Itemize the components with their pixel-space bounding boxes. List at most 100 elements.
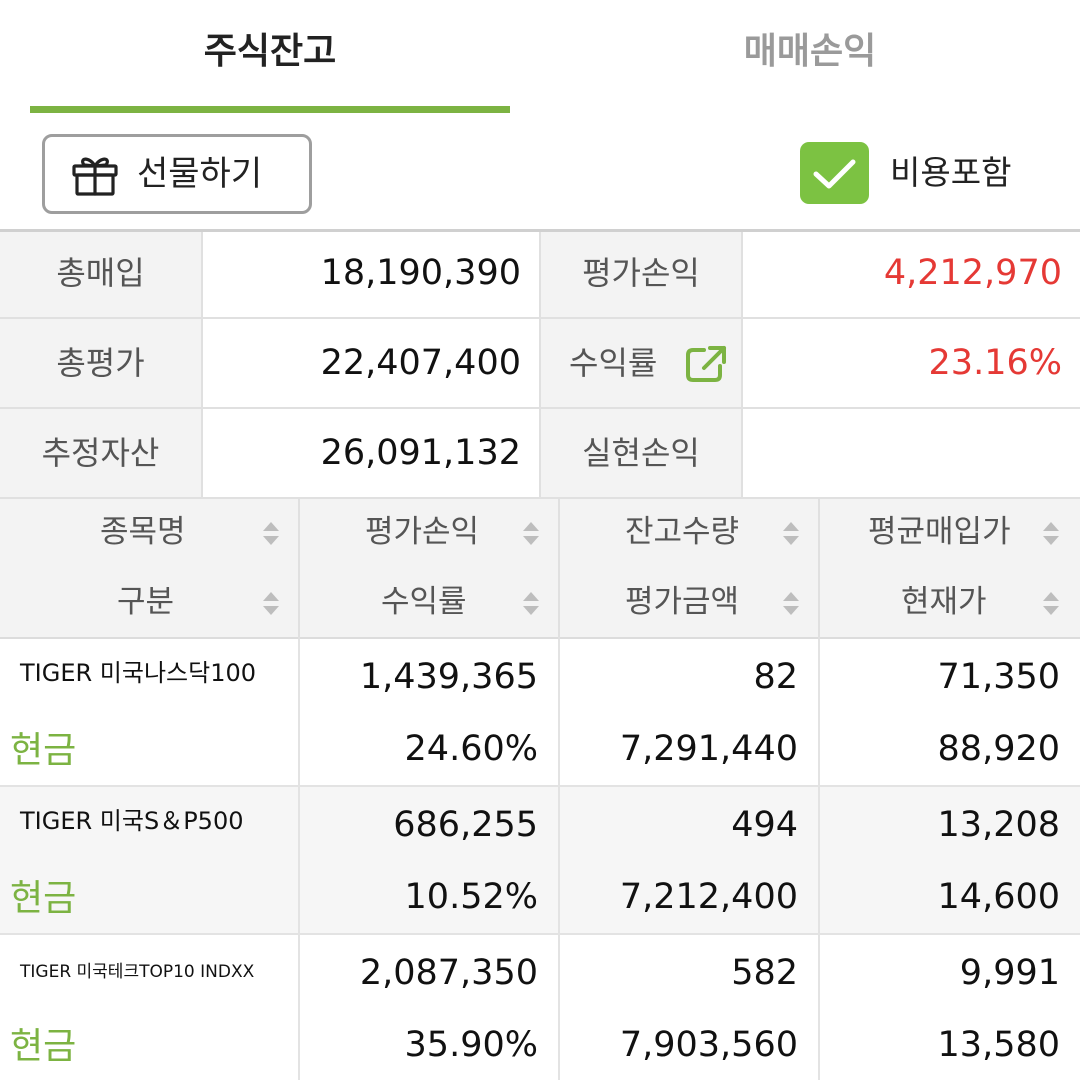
stock-name: TIGER 미국S＆P500 — [20, 807, 244, 835]
sort-header-stock-name[interactable]: 종목명 — [0, 499, 298, 569]
sort-icon — [263, 592, 279, 618]
check-icon — [813, 159, 856, 189]
total-purchase-value: 18,190,390 — [320, 253, 521, 293]
gift-icon — [72, 157, 118, 196]
eval-amount: 7,903,560 — [619, 1025, 798, 1065]
realized-pl-label: 실현손익 — [582, 434, 700, 472]
sort-icon — [783, 522, 799, 548]
quantity: 82 — [753, 657, 798, 697]
balance-summary: 총매입 18,190,390 평가손익 4,212,970 총평가 22,407… — [0, 229, 1080, 499]
holding-name-cell: TIGER 미국테크TOP10 INDXX 현금 — [0, 935, 300, 1080]
sort-icon — [1043, 522, 1059, 548]
eval-amount: 7,212,400 — [619, 877, 798, 917]
holding-pl-cell: 686,255 10.52% — [300, 787, 560, 935]
column-label: 잔고수량 — [625, 514, 740, 550]
summary-label-cell: 평가손익 — [541, 229, 743, 319]
holding-row[interactable]: TIGER 미국나스닥100 현금 1,439,365 24.60% 82 7,… — [0, 639, 1080, 787]
summary-value-cell: 23.16% — [743, 319, 1080, 409]
stock-name: TIGER 미국테크TOP10 INDXX — [20, 962, 255, 982]
summary-label-cell: 총매입 — [0, 229, 203, 319]
active-tab-indicator — [30, 106, 510, 113]
sort-header-current-price[interactable]: 현재가 — [820, 569, 1080, 639]
current-price: 88,920 — [937, 729, 1060, 769]
holding-qty-cell: 582 7,903,560 — [560, 935, 820, 1080]
estimated-asset-label: 추정자산 — [41, 434, 160, 472]
summary-row: 총매입 18,190,390 평가손익 4,212,970 — [0, 229, 1080, 319]
holding-pl-cell: 2,087,350 35.90% — [300, 935, 560, 1080]
holding-qty-cell: 82 7,291,440 — [560, 639, 820, 787]
sort-header-return[interactable]: 수익률 — [300, 569, 558, 639]
column-label: 현재가 — [901, 584, 987, 620]
return-rate: 10.52% — [404, 877, 538, 917]
summary-value-cell: 26,091,132 — [203, 409, 541, 499]
summary-value-cell: 22,407,400 — [203, 319, 541, 409]
avg-price: 71,350 — [937, 657, 1060, 697]
return-rate: 35.90% — [404, 1025, 538, 1065]
sort-icon — [523, 592, 539, 618]
summary-value-cell — [743, 409, 1080, 499]
account-type: 현금 — [10, 1026, 77, 1067]
stock-name: TIGER 미국나스닥100 — [20, 659, 257, 687]
current-price: 14,600 — [937, 877, 1060, 917]
column-header: 평균매입가 현재가 — [820, 499, 1080, 639]
tab-stock-balance[interactable]: 주식잔고 — [203, 31, 337, 72]
sort-icon — [263, 522, 279, 548]
external-link-icon[interactable] — [684, 344, 728, 384]
avg-price: 13,208 — [937, 805, 1060, 845]
column-header: 평가손익 수익률 — [300, 499, 560, 639]
holding-row[interactable]: TIGER 미국테크TOP10 INDXX 현금 2,087,350 35.90… — [0, 935, 1080, 1080]
summary-top-border — [0, 229, 1080, 232]
estimated-asset-value: 26,091,132 — [320, 433, 521, 473]
column-label: 수익률 — [381, 584, 467, 620]
summary-label-cell: 추정자산 — [0, 409, 203, 499]
column-header: 종목명 구분 — [0, 499, 300, 639]
column-label: 평가손익 — [365, 514, 480, 550]
summary-value-cell: 18,190,390 — [203, 229, 541, 319]
holding-name-cell: TIGER 미국나스닥100 현금 — [0, 639, 300, 787]
sort-icon — [783, 592, 799, 618]
summary-row: 총평가 22,407,400 수익률 23.16% — [0, 319, 1080, 409]
sort-icon — [523, 522, 539, 548]
account-type: 현금 — [10, 878, 77, 919]
sort-icon — [1043, 592, 1059, 618]
return-rate-label: 수익률 — [569, 344, 658, 382]
return-rate: 24.60% — [404, 729, 538, 769]
current-price: 13,580 — [937, 1025, 1060, 1065]
account-type: 현금 — [10, 730, 77, 771]
holding-pl-cell: 1,439,365 24.60% — [300, 639, 560, 787]
quantity: 494 — [731, 805, 798, 845]
summary-value-cell: 4,212,970 — [743, 229, 1080, 319]
include-fee-checkbox[interactable] — [800, 142, 869, 204]
tab-trading-pl[interactable]: 매매손익 — [743, 31, 877, 72]
eval-amount: 7,291,440 — [619, 729, 798, 769]
sort-header-type[interactable]: 구분 — [0, 569, 298, 639]
summary-row: 추정자산 26,091,132 실현손익 — [0, 409, 1080, 499]
column-label: 평가금액 — [625, 584, 740, 620]
holding-row[interactable]: TIGER 미국S＆P500 현금 686,255 10.52% 494 7,2… — [0, 787, 1080, 935]
gift-button-label: 선물하기 — [137, 154, 263, 194]
sort-header-quantity[interactable]: 잔고수량 — [560, 499, 818, 569]
column-label: 구분 — [117, 584, 175, 620]
sort-header-avg-price[interactable]: 평균매입가 — [820, 499, 1080, 569]
summary-label-cell: 실현손익 — [541, 409, 743, 499]
eval-pl-label: 평가손익 — [582, 254, 700, 292]
holding-price-cell: 13,208 14,600 — [820, 787, 1080, 935]
holding-price-cell: 71,350 88,920 — [820, 639, 1080, 787]
quantity: 582 — [731, 953, 798, 993]
column-header: 잔고수량 평가금액 — [560, 499, 820, 639]
eval-pl: 2,087,350 — [359, 953, 538, 993]
eval-pl-value: 4,212,970 — [883, 253, 1062, 293]
holding-price-cell: 9,991 13,580 — [820, 935, 1080, 1080]
sort-header-eval-amount[interactable]: 평가금액 — [560, 569, 818, 639]
include-fee-label: 비용포함 — [890, 153, 1012, 192]
column-label: 평균매입가 — [868, 514, 1011, 550]
total-purchase-label: 총매입 — [56, 254, 145, 292]
sort-header-eval-pl[interactable]: 평가손익 — [300, 499, 558, 569]
holding-qty-cell: 494 7,212,400 — [560, 787, 820, 935]
column-label: 종목명 — [100, 514, 186, 550]
tab-bar: 주식잔고 매매손익 — [0, 0, 1080, 114]
holding-name-cell: TIGER 미국S＆P500 현금 — [0, 787, 300, 935]
eval-pl: 1,439,365 — [359, 657, 538, 697]
gift-button[interactable]: 선물하기 — [42, 134, 312, 214]
avg-price: 9,991 — [959, 953, 1060, 993]
